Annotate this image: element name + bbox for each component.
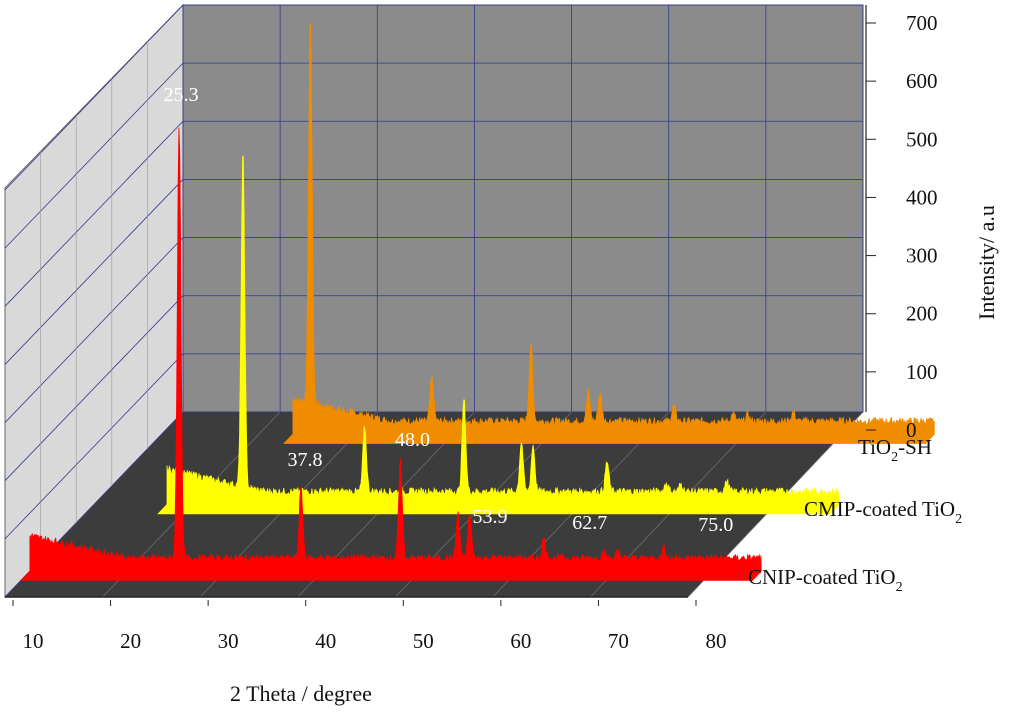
peak-label: 37.8 — [288, 449, 323, 471]
x-tick-label: 70 — [608, 629, 629, 653]
x-tick-label: 20 — [120, 629, 141, 653]
grid-h-side — [4, 353, 184, 540]
x-tick-label: 10 — [23, 629, 44, 653]
y-tick-label: 100 — [906, 360, 938, 384]
series-label: TiO2-SH — [858, 435, 932, 465]
series-0-trace — [283, 23, 935, 444]
x-axis-title: 2 Theta / degree — [230, 681, 372, 706]
grid-h-side — [4, 62, 184, 249]
y-axis-title: Intensity/ a.u — [974, 205, 999, 320]
peak-label: 48.0 — [395, 429, 430, 451]
x-tick-label: 80 — [706, 629, 727, 653]
peak-label: 75.0 — [698, 514, 733, 536]
x-axis: 10 20 30 40 50 60 70 80 — [12, 600, 727, 653]
x-tick-label: 50 — [413, 629, 434, 653]
peak-label: 53.9 — [472, 506, 507, 528]
y-tick-label: 600 — [906, 69, 938, 93]
peak-label: 25.3 — [164, 84, 199, 106]
y-tick-label: 0 — [906, 418, 917, 442]
peak-label: 62.7 — [572, 512, 607, 534]
x-tick-label: 60 — [510, 629, 531, 653]
y-tick-label: 400 — [906, 185, 938, 209]
series-labels: TiO2-SH CMIP-coated TiO2 CNIP-coated TiO2 — [748, 435, 962, 595]
y-tick-label: 700 — [906, 11, 938, 35]
y-axis: 0 100 200 300 400 500 600 700 — [865, 5, 938, 442]
grid-h-side — [4, 237, 184, 423]
grid-h-side — [4, 295, 184, 481]
grid-h-side — [4, 179, 184, 365]
series-label: CMIP-coated TiO2 — [804, 497, 962, 527]
x-tick-label: 30 — [218, 629, 239, 653]
y-tick-label: 500 — [906, 127, 938, 151]
x-tick-label: 40 — [315, 629, 336, 653]
grid-h-side — [4, 121, 184, 307]
peak-labels: 25.3 37.8 48.0 53.9 62.7 75.0 — [164, 84, 734, 536]
series-1-trace — [157, 155, 840, 515]
y-tick-label: 200 — [906, 302, 938, 326]
series-label: CNIP-coated TiO2 — [748, 565, 903, 595]
back-wall — [182, 4, 864, 413]
grid-h-side — [4, 4, 184, 191]
series-layer — [20, 23, 935, 581]
series-2-trace — [20, 127, 762, 581]
y-tick-label: 300 — [906, 244, 938, 268]
